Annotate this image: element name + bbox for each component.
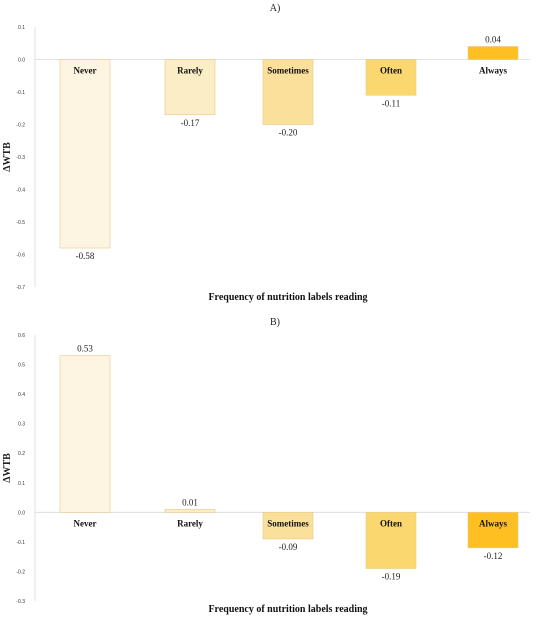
y-tick-label: 0.0 [18, 510, 25, 516]
data-label: -0.19 [382, 571, 401, 581]
y-tick-label: 0.1 [18, 25, 25, 31]
data-label: 0.53 [77, 344, 93, 354]
category-label: Rarely [177, 66, 203, 76]
bar-never [59, 355, 111, 513]
y-tick-label: -0.2 [16, 569, 25, 575]
y-tick-label: -0.1 [16, 90, 25, 96]
y-tick-label: -0.3 [16, 599, 25, 605]
category-label: Always [479, 66, 507, 76]
y-tick-label: -0.2 [16, 123, 25, 129]
category-label: Often [380, 518, 402, 528]
category-label: Always [479, 518, 507, 528]
y-tick-label: 0.6 [18, 333, 25, 339]
y-axis-label: ΔWTB [2, 453, 13, 483]
bar-sometimes [262, 59, 314, 125]
y-tick-label: -0.7 [16, 285, 25, 291]
category-label: Sometimes [267, 66, 309, 76]
data-label: -0.12 [484, 551, 503, 561]
data-label: -0.09 [279, 542, 298, 552]
category-label: Often [380, 66, 402, 76]
data-label: -0.20 [279, 128, 298, 138]
x-axis-title: Frequency of nutrition labels reading [208, 292, 367, 303]
y-tick-label: -0.5 [16, 220, 25, 226]
category-label: Never [74, 518, 97, 528]
y-axis-label: ΔWTB [2, 142, 13, 172]
data-label: -0.11 [382, 98, 400, 108]
y-tick-label: -0.6 [16, 253, 25, 259]
bar-rarely [164, 509, 216, 513]
y-tick-label: -0.3 [16, 155, 25, 161]
y-tick-label: 0.1 [18, 481, 25, 487]
category-label: Sometimes [267, 518, 309, 528]
bar-never [59, 59, 111, 249]
category-label: Never [74, 66, 97, 76]
panel-title: B) [270, 317, 280, 328]
panel-title: A) [270, 3, 281, 14]
y-tick-label: -0.1 [16, 540, 25, 546]
bar-always [467, 46, 519, 60]
y-tick-label: -0.4 [16, 188, 25, 194]
data-label: -0.58 [76, 251, 95, 261]
bar-often [365, 512, 417, 569]
y-tick-label: 0.4 [18, 392, 25, 398]
bar-always [467, 512, 519, 549]
y-tick-label: 0.5 [18, 363, 25, 369]
data-label: -0.17 [181, 118, 200, 128]
data-label: 0.04 [485, 35, 501, 45]
bar-rarely [164, 59, 216, 116]
y-tick-label: 0.3 [18, 422, 25, 428]
x-axis-title: Frequency of nutrition labels reading [208, 604, 367, 615]
category-label: Rarely [177, 518, 203, 528]
bar-sometimes [262, 512, 314, 540]
y-tick-label: 0.2 [18, 451, 25, 457]
y-tick-label: 0.0 [18, 58, 25, 64]
data-label: 0.01 [182, 497, 198, 507]
bar-often [365, 59, 417, 96]
